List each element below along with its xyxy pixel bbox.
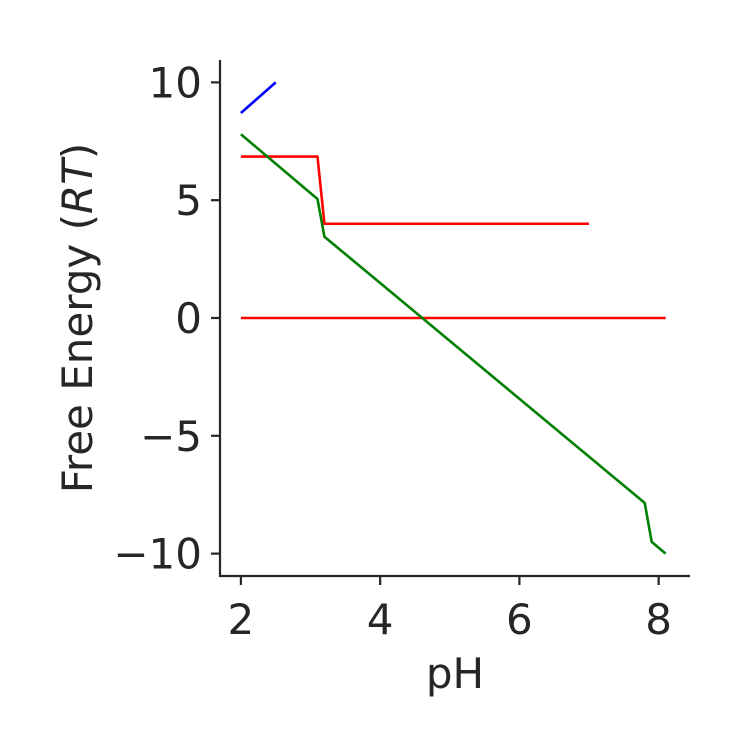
series-line-1 — [240, 81, 277, 114]
y-tick-label: 0 — [175, 294, 202, 343]
y-tick-label: 10 — [149, 58, 202, 107]
series-line-4 — [240, 133, 667, 555]
y-axis-label: Free Energy (RT) — [53, 143, 102, 494]
y-axis-ticks: 10 5 0 −5 −10 — [113, 58, 220, 579]
x-axis-label: pH — [426, 649, 484, 698]
y-axis-label-text: Free Energy ( — [53, 214, 102, 493]
x-tick-label: 6 — [506, 595, 533, 644]
x-tick-label: 8 — [645, 595, 672, 644]
y-axis-label-close: ) — [53, 143, 102, 159]
x-tick-label: 4 — [367, 595, 394, 644]
y-tick-label: −10 — [113, 530, 202, 579]
y-tick-label: −5 — [140, 412, 202, 461]
axis-spines — [218, 60, 690, 578]
series-layer — [240, 81, 667, 555]
series-line-2 — [240, 155, 590, 226]
x-tick-label: 2 — [228, 595, 255, 644]
x-axis-ticks: 2 4 6 8 — [228, 576, 672, 644]
y-axis-label-italic: RT — [53, 156, 102, 214]
y-tick-label: 5 — [175, 176, 202, 225]
